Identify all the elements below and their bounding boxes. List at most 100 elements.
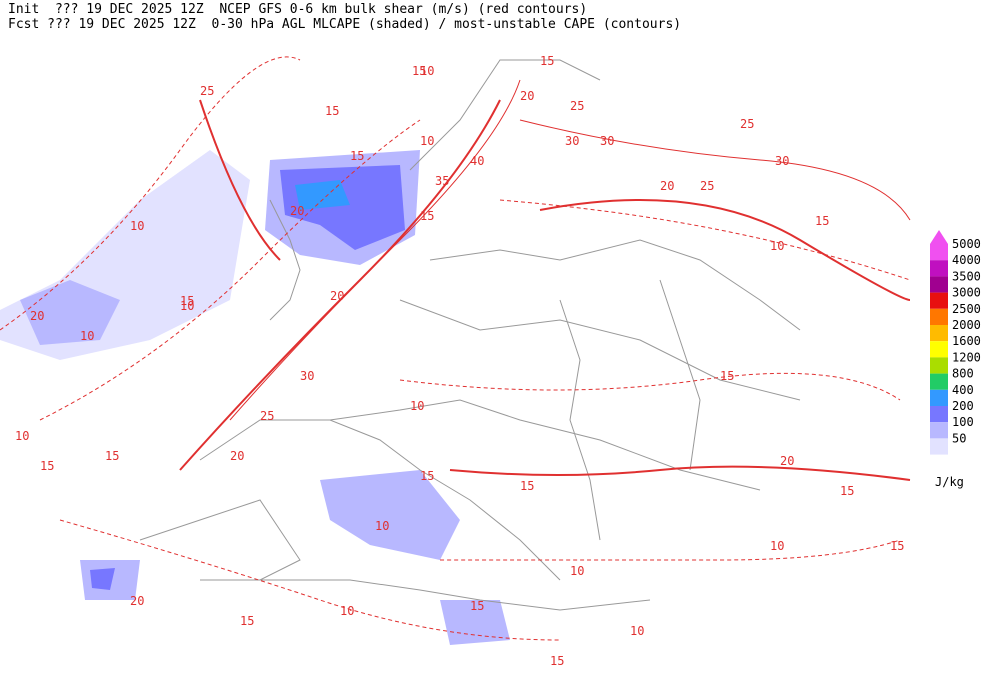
coastline xyxy=(199,419,561,581)
contour-label: 25 xyxy=(570,99,584,113)
contour-label: 10 xyxy=(180,299,194,313)
contour-label: 10 xyxy=(130,219,144,233)
contour-label: 20 xyxy=(330,289,344,303)
contour-label: 30 xyxy=(300,369,314,383)
legend-label: 2000 xyxy=(952,318,981,332)
contour-label: 15 xyxy=(105,449,119,463)
border xyxy=(559,299,601,541)
contour-label: 10 xyxy=(15,429,29,443)
border xyxy=(399,299,801,401)
legend-swatch xyxy=(930,260,948,277)
legend-swatch xyxy=(930,276,948,293)
legend-label: 50 xyxy=(952,431,966,445)
contour-label: 35 xyxy=(435,174,449,188)
contour xyxy=(59,519,561,641)
legend-label: 200 xyxy=(952,399,974,413)
contour-label: 20 xyxy=(230,449,244,463)
contour-label: 20 xyxy=(660,179,674,193)
legend-label: 2500 xyxy=(952,302,981,316)
contour xyxy=(440,539,901,561)
contour xyxy=(499,199,911,281)
legend-swatch xyxy=(930,373,948,390)
contour-label: 15 xyxy=(420,469,434,483)
contour-label: 10 xyxy=(770,539,784,553)
contour-label: 30 xyxy=(565,134,579,148)
contour xyxy=(449,465,911,481)
legend-swatch xyxy=(930,292,948,309)
cape-area xyxy=(90,568,115,590)
legend-label: 100 xyxy=(952,415,974,429)
contour-label: 10 xyxy=(340,604,354,618)
contour-label: 15 xyxy=(550,654,564,668)
contour-label: 10 xyxy=(420,64,434,78)
contour-label: 20 xyxy=(130,594,144,608)
legend-swatch xyxy=(930,438,948,455)
contour-label: 15 xyxy=(890,539,904,553)
contour-label: 30 xyxy=(600,134,614,148)
legend-label: 400 xyxy=(952,383,974,397)
contour-label: 15 xyxy=(325,104,339,118)
coastline xyxy=(269,199,301,321)
contour-label: 10 xyxy=(630,624,644,638)
legend-swatch xyxy=(930,406,948,423)
border xyxy=(659,279,701,471)
legend-swatch xyxy=(930,422,948,439)
coastline xyxy=(409,59,601,171)
legend-label: 1200 xyxy=(952,350,981,364)
legend-arrow xyxy=(930,230,948,244)
header-line: Fcst ??? 19 DEC 2025 12Z 0-30 hPa AGL ML… xyxy=(8,17,682,32)
contour-label: 10 xyxy=(410,399,424,413)
contour-label: 10 xyxy=(80,329,94,343)
contour xyxy=(0,56,301,331)
legend-label: 800 xyxy=(952,367,974,381)
legend: 5000 4000 3500 3000 2500 2000 1600 1200 800 400 20… xyxy=(930,230,981,489)
contour-label: 15 xyxy=(420,209,434,223)
contour-label: 10 xyxy=(420,134,434,148)
contour-label: 15 xyxy=(815,214,829,228)
contour xyxy=(519,119,911,221)
cape-shading xyxy=(0,150,510,645)
contour-label: 40 xyxy=(470,154,484,168)
contour-label: 25 xyxy=(200,84,214,98)
contour-label: 15 xyxy=(40,459,54,473)
contour-label: 10 xyxy=(570,564,584,578)
contour-label: 20 xyxy=(30,309,44,323)
contour-label: 15 xyxy=(350,149,364,163)
contour-label: 10 xyxy=(375,519,389,533)
coastline xyxy=(230,579,651,611)
cape-area xyxy=(440,600,510,645)
contour xyxy=(39,119,421,421)
contour-label: 25 xyxy=(260,409,274,423)
contour xyxy=(229,79,521,421)
shear-contours xyxy=(0,56,911,641)
coastline xyxy=(139,499,301,581)
contour-label: 15 xyxy=(720,369,734,383)
contour-label: 15 xyxy=(840,484,854,498)
contour-label: 15 xyxy=(540,54,554,68)
header-line: Init ??? 19 DEC 2025 12Z NCEP GFS 0-6 km… xyxy=(8,2,588,17)
borders xyxy=(139,59,801,611)
legend-label: 5000 xyxy=(952,237,981,251)
legend-swatch xyxy=(930,244,948,261)
contour-label: 15 xyxy=(412,64,426,78)
legend-swatch xyxy=(930,341,948,358)
border xyxy=(329,399,761,491)
contour-label: 15 xyxy=(180,294,194,308)
legend-label: 3500 xyxy=(952,269,981,283)
contour-label: 15 xyxy=(470,599,484,613)
contour-label: 25 xyxy=(700,179,714,193)
border xyxy=(429,239,801,331)
legend-swatch xyxy=(930,389,948,406)
contour-label: 25 xyxy=(740,117,754,131)
contour-label: 20 xyxy=(780,454,794,468)
contour xyxy=(539,199,911,301)
legend-swatch xyxy=(930,357,948,374)
contour-label: 20 xyxy=(520,89,534,103)
legend-swatch xyxy=(930,308,948,325)
legend-label: 1600 xyxy=(952,334,981,348)
contour-label: 15 xyxy=(240,614,254,628)
cape-area xyxy=(320,470,460,560)
legend-label: 3000 xyxy=(952,286,981,300)
